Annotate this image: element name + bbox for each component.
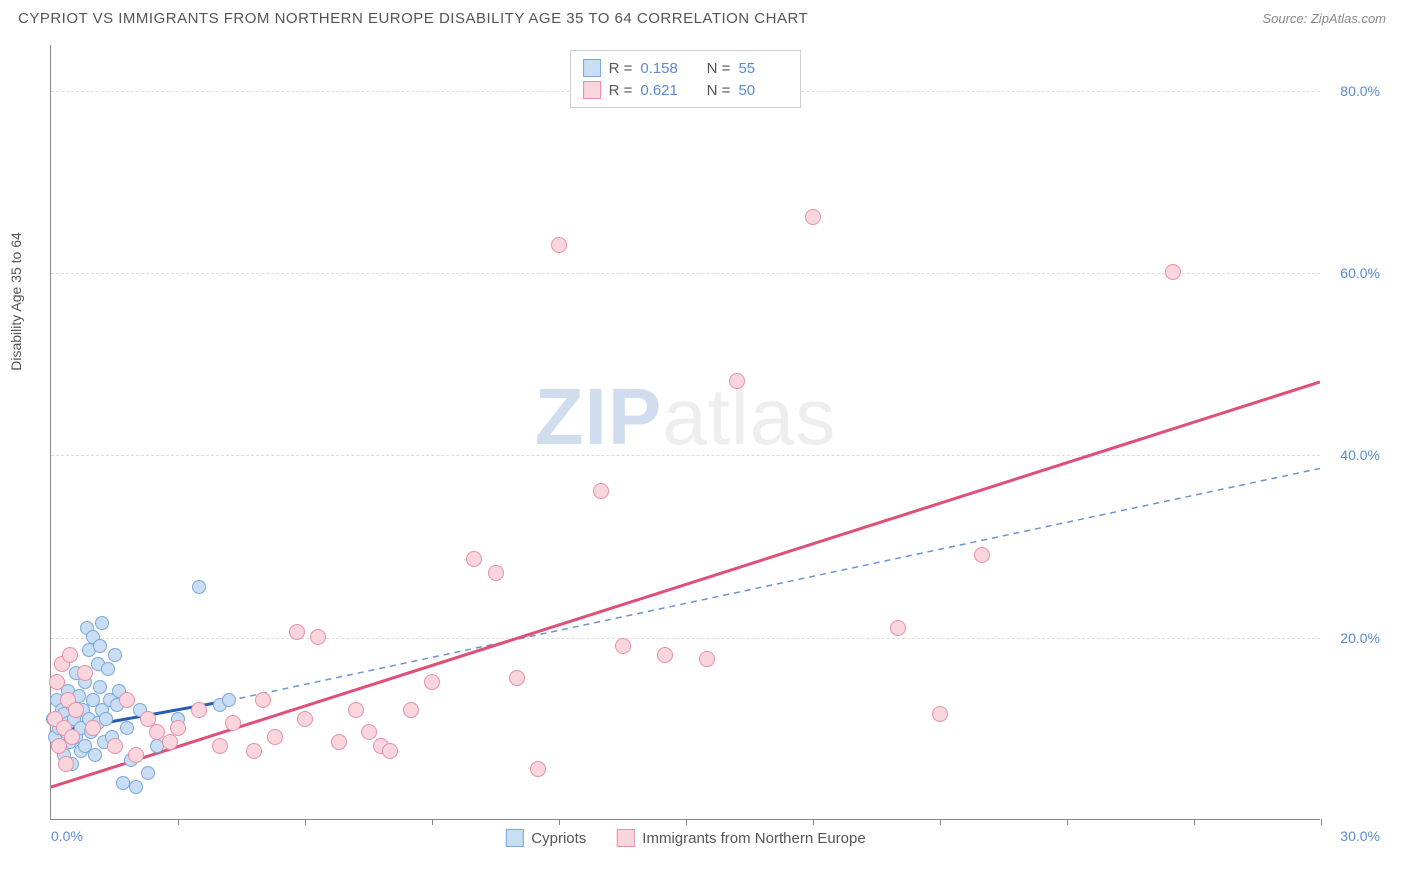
data-point (403, 702, 419, 718)
legend-item: Cypriots (505, 829, 586, 847)
data-point (101, 662, 115, 676)
data-point (93, 639, 107, 653)
legend-swatch (505, 829, 523, 847)
data-point (331, 734, 347, 750)
x-tick (940, 819, 941, 825)
plot-area: ZIPatlas R =0.158 N =55R =0.621 N =50 Di… (50, 45, 1320, 820)
data-point (361, 724, 377, 740)
data-point (615, 638, 631, 654)
data-point (77, 665, 93, 681)
data-point (297, 711, 313, 727)
x-tick-label: 30.0% (1340, 828, 1380, 844)
n-label: N = (698, 82, 730, 99)
data-point (120, 721, 134, 735)
data-point (1165, 264, 1181, 280)
data-point (509, 670, 525, 686)
gridline (51, 638, 1320, 639)
data-point (382, 743, 398, 759)
x-tick (305, 819, 306, 825)
x-tick (559, 819, 560, 825)
data-point (593, 483, 609, 499)
watermark: ZIPatlas (535, 371, 836, 463)
legend-swatch (583, 59, 601, 77)
data-point (49, 674, 65, 690)
data-point (129, 780, 143, 794)
data-point (267, 729, 283, 745)
data-point (255, 692, 271, 708)
data-point (212, 738, 228, 754)
data-point (107, 738, 123, 754)
y-axis-label: Disability Age 35 to 64 (8, 232, 24, 371)
data-point (488, 565, 504, 581)
y-tick-label: 60.0% (1340, 265, 1380, 281)
data-point (128, 747, 144, 763)
x-tick-label: 0.0% (51, 828, 83, 844)
legend-label: Immigrants from Northern Europe (642, 830, 865, 847)
data-point (289, 624, 305, 640)
data-point (99, 712, 113, 726)
data-point (466, 551, 482, 567)
x-tick (432, 819, 433, 825)
data-point (58, 756, 74, 772)
data-point (192, 580, 206, 594)
data-point (85, 720, 101, 736)
r-label: R = (609, 60, 633, 77)
legend-label: Cypriots (531, 830, 586, 847)
data-point (551, 237, 567, 253)
y-tick-label: 80.0% (1340, 83, 1380, 99)
legend-swatch (583, 81, 601, 99)
legend-stat-row: R = 0.621 N = 50 (583, 79, 789, 101)
n-value: 55 (738, 60, 788, 77)
x-tick (813, 819, 814, 825)
n-label: N = (698, 60, 730, 77)
data-point (246, 743, 262, 759)
r-value: 0.621 (640, 82, 690, 99)
data-point (222, 693, 236, 707)
data-point (699, 651, 715, 667)
x-tick (1194, 819, 1195, 825)
x-tick (178, 819, 179, 825)
gridline (51, 273, 1320, 274)
data-point (530, 761, 546, 777)
data-point (932, 706, 948, 722)
data-point (805, 209, 821, 225)
data-point (141, 766, 155, 780)
x-tick (1067, 819, 1068, 825)
chart-container: ZIPatlas R =0.158 N =55R =0.621 N =50 Di… (50, 45, 1390, 845)
data-point (64, 729, 80, 745)
x-tick (1321, 819, 1322, 825)
data-point (68, 702, 84, 718)
r-value: 0.158 (640, 60, 690, 77)
data-point (974, 547, 990, 563)
y-tick-label: 40.0% (1340, 447, 1380, 463)
data-point (119, 692, 135, 708)
data-point (88, 748, 102, 762)
data-point (191, 702, 207, 718)
r-label: R = (609, 82, 633, 99)
legend-swatch (616, 829, 634, 847)
data-point (162, 734, 178, 750)
data-point (225, 715, 241, 731)
data-point (170, 720, 186, 736)
data-point (108, 648, 122, 662)
data-point (424, 674, 440, 690)
y-tick-label: 20.0% (1340, 630, 1380, 646)
data-point (62, 647, 78, 663)
n-value: 50 (738, 82, 788, 99)
chart-title: CYPRIOT VS IMMIGRANTS FROM NORTHERN EURO… (18, 10, 808, 27)
data-point (310, 629, 326, 645)
data-point (729, 373, 745, 389)
data-point (95, 616, 109, 630)
data-point (93, 680, 107, 694)
data-point (348, 702, 364, 718)
legend-series: Cypriots Immigrants from Northern Europe (505, 829, 865, 847)
legend-stats: R = 0.158 N = 55 R = 0.621 N = 50 (570, 50, 802, 108)
x-tick (686, 819, 687, 825)
data-point (657, 647, 673, 663)
source-label: Source: ZipAtlas.com (1262, 11, 1386, 26)
legend-item: Immigrants from Northern Europe (616, 829, 865, 847)
data-point (890, 620, 906, 636)
legend-stat-row: R = 0.158 N = 55 (583, 57, 789, 79)
